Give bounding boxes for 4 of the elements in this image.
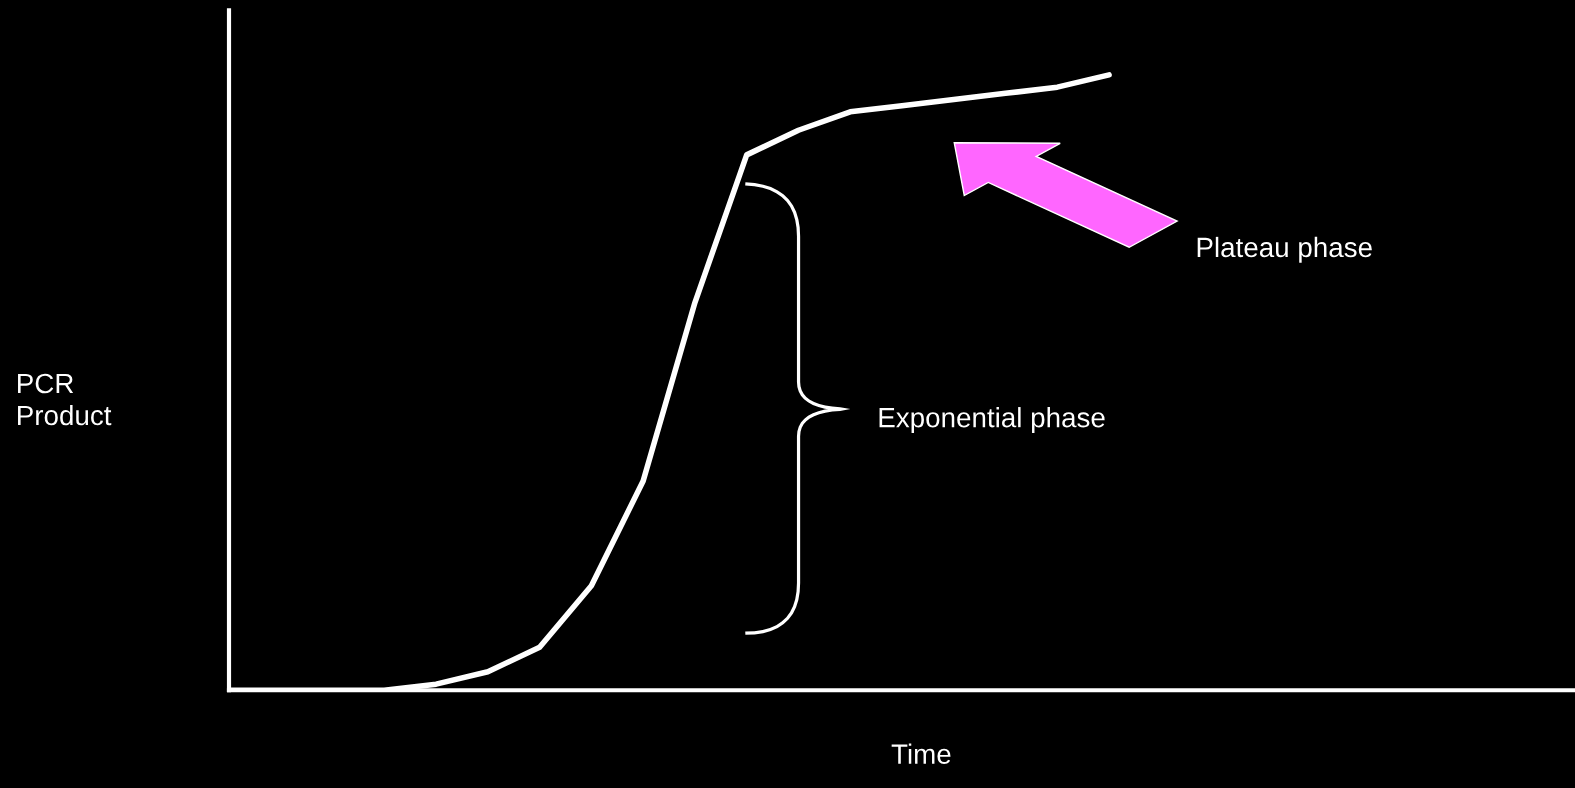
x-axis-title: Time [891,743,951,764]
annotation: Exponential phase [879,407,1105,433]
annotation: Plateau phase [1197,236,1372,263]
y-axis-title: PCR Product [18,373,112,426]
